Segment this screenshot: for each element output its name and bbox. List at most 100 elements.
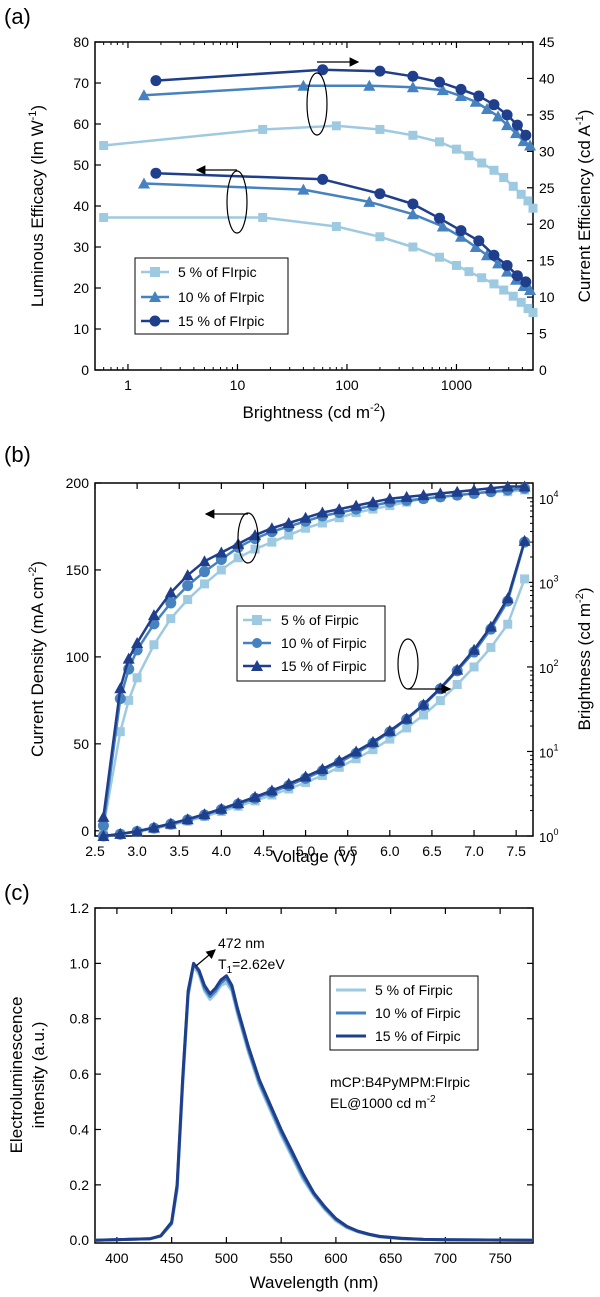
- data-point-1-3-19: [419, 710, 428, 720]
- data-point-0-0-13: [523, 304, 533, 313]
- data-point-0-0-9: [489, 279, 499, 289]
- data-point-0-1-8: [492, 257, 505, 269]
- x-tick-label-1-0: 2.5: [85, 843, 105, 859]
- y2-tick-label-0-6: 30: [539, 143, 555, 159]
- y-tick-label-0-3: 30: [73, 239, 89, 255]
- y-tick-label-0-6: 60: [73, 116, 89, 132]
- data-point-1-2-8: [215, 546, 228, 558]
- data-point-0-1-12: [524, 284, 537, 296]
- data-point-0-1-5: [454, 230, 467, 242]
- legend-marker-b-1: [252, 638, 262, 648]
- data-point-0-0-12: [516, 297, 526, 307]
- panel-label-a: (a): [4, 4, 31, 29]
- data-point-0-3-10: [499, 173, 509, 183]
- data-point-1-3-16: [368, 745, 378, 755]
- y-tick-label-1-2: 100: [66, 649, 90, 665]
- data-point-1-2-22: [451, 485, 464, 497]
- data-point-1-1-0: [97, 820, 109, 832]
- y-tick-label-0-7: 70: [73, 75, 89, 91]
- y2-tick-label-1-4: 104: [539, 489, 558, 507]
- data-point-0-0-1: [258, 212, 268, 222]
- xlabel-c: Wavelength (nm): [250, 1273, 379, 1292]
- data-point-1-5-19: [417, 698, 430, 710]
- y2-tick-label-1-0: 100: [539, 827, 558, 845]
- data-point-0-3-3: [375, 124, 385, 134]
- data-point-1-2-7: [198, 555, 211, 567]
- x-tick-label-2-2: 500: [215, 1250, 239, 1266]
- data-point-0-0-11: [508, 291, 518, 301]
- x-tick-label-1-1: 3.0: [127, 843, 147, 859]
- plot-frame-c: [94, 907, 534, 1244]
- x-tick-label-1-3: 4.0: [212, 843, 232, 859]
- legend-a: 5 % of FIrpic 10 % of FIrpic 15 % of FIr…: [134, 257, 289, 335]
- data-point-1-5-24: [501, 592, 514, 604]
- axes-b: 2.5 3.0 3.5 4.0 4.5 5.0 5.5 6.0 6.5 7.0 7.5 0 50 100 1…: [66, 475, 559, 859]
- legend-label-c-0: 5 % of Firpic: [375, 982, 453, 998]
- x-tick-label-2-5: 650: [379, 1250, 403, 1266]
- data-point-0-1-6: [469, 241, 482, 252]
- data-point-0-3-0: [99, 141, 109, 151]
- data-point-0-3-4: [408, 130, 418, 140]
- data-point-1-0-8: [216, 565, 226, 575]
- y2label-a: Current Efficiency (cd A-1): [574, 110, 594, 303]
- data-point-1-3-17: [385, 734, 395, 744]
- y-tick-label-2-1: 0.2: [70, 1177, 90, 1193]
- data-point-0-4-3: [406, 81, 419, 93]
- y2-tick-label-1-3: 103: [539, 573, 558, 591]
- data-point-0-4-4: [436, 84, 449, 96]
- data-point-1-2-4: [147, 609, 160, 621]
- data-point-0-1-3: [406, 208, 419, 220]
- y-tick-label-0-5: 50: [73, 157, 89, 173]
- data-point-1-5-4: [164, 817, 177, 829]
- data-point-0-2-1: [317, 173, 329, 185]
- axes-a: 1 10 100 1000 0 10 20 30 40 50 60 70 80 0 5 10 15 20 25 30 3…: [73, 34, 554, 393]
- data-point-0-5-3: [407, 70, 419, 82]
- data-point-1-0-12: [284, 530, 294, 540]
- legend-label-c-2: 15 % of Firpic: [375, 1028, 461, 1044]
- data-point-0-0-3: [375, 232, 385, 242]
- data-point-1-2-14: [316, 506, 329, 518]
- data-point-0-5-0: [150, 75, 162, 87]
- y2-tick-label-0-3: 15: [539, 253, 555, 269]
- data-point-1-0-14: [317, 518, 327, 528]
- data-point-1-5-21: [451, 663, 464, 675]
- data-point-0-1-4: [436, 220, 449, 232]
- data-point-0-4-9: [501, 119, 514, 131]
- legend-marker-a-2: [149, 315, 161, 327]
- series-c: [94, 961, 534, 1242]
- data-point-1-2-13: [299, 511, 312, 523]
- y2-tick-label-1-1: 101: [539, 742, 558, 760]
- data-point-1-3-20: [435, 696, 445, 706]
- data-point-0-5-2: [374, 65, 386, 77]
- y-tick-label-0-2: 20: [73, 280, 89, 296]
- data-point-0-1-9: [501, 265, 514, 277]
- data-point-1-0-7: [200, 579, 209, 589]
- data-point-1-0-9: [233, 553, 243, 563]
- y-tick-label-2-6: 1.2: [70, 900, 90, 916]
- y2-tick-label-0-8: 40: [539, 70, 555, 86]
- data-point-1-5-10: [265, 784, 278, 796]
- data-point-0-0-10: [499, 285, 509, 295]
- data-point-0-0-8: [477, 273, 487, 283]
- data-point-1-5-6: [198, 808, 211, 820]
- series-line-0-3: [103, 124, 535, 209]
- y-tick-label-0-8: 80: [73, 34, 89, 50]
- data-point-0-2-0: [150, 167, 162, 179]
- y2-tick-label-0-4: 20: [539, 216, 555, 232]
- legend-label-b-1: 10 % of Firpic: [281, 635, 367, 651]
- data-point-1-2-11: [265, 522, 278, 534]
- data-point-1-5-25: [518, 534, 531, 546]
- data-point-0-2-2: [374, 188, 386, 200]
- data-point-0-1-2: [363, 195, 376, 207]
- data-point-0-4-2: [363, 79, 376, 91]
- data-point-0-5-10: [520, 129, 532, 141]
- data-point-0-3-11: [508, 181, 518, 191]
- data-point-1-0-6: [183, 595, 193, 605]
- data-point-1-1-5: [165, 597, 177, 609]
- data-point-0-5-7: [488, 99, 500, 111]
- data-point-1-2-17: [366, 496, 379, 508]
- data-point-0-2-10: [520, 276, 532, 288]
- y2label-b: Brightness (cd m-2): [574, 588, 594, 731]
- xlabel-a: Brightness (cd m-2): [243, 402, 386, 422]
- data-point-1-5-18: [400, 712, 413, 724]
